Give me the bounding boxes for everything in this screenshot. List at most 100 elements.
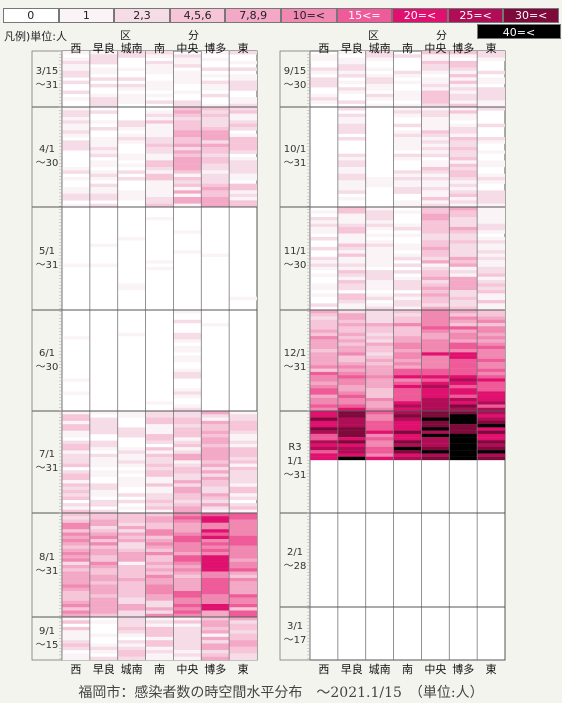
heat-cell: [365, 358, 394, 363]
heat-cell: [89, 610, 118, 614]
heat-cell: [145, 513, 174, 517]
heat-cell: [337, 300, 366, 304]
heat-cell: [62, 123, 90, 128]
heat-cell: [201, 170, 230, 174]
heat-cell: [117, 565, 146, 569]
heat-cell: [201, 414, 230, 418]
heat-cell: [201, 193, 230, 198]
heat-cell: [421, 310, 450, 314]
heat-cell: [449, 381, 478, 386]
heat-cell: [145, 587, 174, 592]
column-footer-1: 早良: [92, 663, 115, 676]
heat-cell: [173, 489, 202, 494]
heat-cell: [201, 607, 230, 611]
heat-cell: [173, 463, 202, 468]
heat-cell: [201, 167, 230, 171]
column-footer-5: 博多: [204, 663, 227, 676]
heat-cell: [449, 306, 478, 311]
period-label: 9/15 ～30: [283, 66, 307, 91]
heat-cell: [173, 626, 202, 631]
heat-cell: [117, 630, 146, 634]
heat-cell: [365, 253, 394, 258]
heat-cell: [89, 604, 118, 608]
heat-cell: [449, 130, 478, 134]
heat-cell: [173, 123, 202, 128]
header-ku: 区: [120, 29, 131, 42]
heat-cell: [449, 113, 478, 118]
heat-cell: [229, 193, 257, 198]
heat-cell: [145, 434, 174, 438]
heat-cell: [393, 130, 422, 134]
heat-cell: [393, 352, 422, 356]
heat-cell: [365, 430, 394, 435]
heat-cell: [89, 558, 118, 562]
heat-cell: [337, 378, 366, 382]
heat-cell: [337, 263, 366, 268]
legend-cell-5: 10=<: [281, 8, 337, 23]
heat-cell: [421, 263, 450, 268]
heat-cell: [310, 397, 338, 402]
heat-cell: [62, 561, 90, 566]
heat-cell: [229, 424, 257, 428]
heat-cell: [477, 283, 505, 287]
heat-cell: [421, 365, 450, 369]
heat-cell: [201, 529, 230, 533]
heat-cell: [89, 197, 118, 201]
legend-cell-6: 15<=: [336, 8, 393, 23]
heat-cell: [89, 600, 118, 605]
heat-cell: [229, 483, 257, 487]
legend-cell-2: 2,3: [114, 8, 170, 23]
heat-cell: [365, 77, 394, 81]
heat-cell: [393, 401, 422, 405]
heat-cell: [337, 153, 366, 158]
heat-cell: [449, 163, 478, 168]
heat-cell: [173, 584, 202, 588]
heat-cell: [477, 420, 505, 425]
heat-cell: [173, 568, 202, 572]
heat-cell: [201, 610, 230, 614]
heat-cell: [365, 345, 394, 350]
heat-cell: [117, 120, 146, 124]
heat-cell: [229, 535, 257, 540]
heat-cell: [229, 113, 257, 118]
heat-cell: [173, 470, 202, 474]
heat-cell: [337, 446, 366, 451]
heat-cell: [421, 153, 450, 158]
heat-cell: [62, 140, 90, 144]
heat-cell: [365, 349, 394, 353]
heat-cell: [62, 463, 90, 468]
heat-cell: [89, 620, 118, 624]
heat-cell: [89, 646, 118, 651]
heat-cell: [173, 427, 202, 431]
heat-cell: [201, 110, 230, 114]
heat-cell: [449, 384, 478, 389]
heat-cell: [449, 332, 478, 337]
heat-cell: [477, 107, 505, 111]
heat-cell: [89, 127, 118, 131]
heat-cell: [449, 256, 478, 261]
heat-cell: [477, 411, 505, 415]
heat-cell: [145, 80, 174, 85]
heat-cell: [145, 460, 174, 464]
column-header-4: 中央: [176, 42, 199, 55]
heat-cell: [229, 493, 257, 497]
heat-cell: [449, 87, 478, 91]
heat-cell: [89, 578, 118, 582]
heat-cell: [421, 290, 450, 294]
heat-cell: [145, 480, 174, 484]
heat-cell: [117, 123, 146, 128]
heat-cell: [393, 286, 422, 291]
heat-cell: [449, 167, 478, 171]
heat-cell: [229, 548, 257, 553]
heat-cell: [449, 90, 478, 95]
heat-cell: [477, 433, 505, 438]
heat-cell: [62, 197, 90, 201]
heat-cell: [310, 223, 338, 228]
heat-cell: [62, 581, 90, 585]
column-header-6: 東: [237, 42, 249, 55]
heat-cell: [449, 368, 478, 373]
heat-cell: [310, 375, 338, 379]
heat-cell: [421, 411, 450, 415]
heat-cell: [173, 548, 202, 553]
heat-cell: [477, 316, 505, 320]
